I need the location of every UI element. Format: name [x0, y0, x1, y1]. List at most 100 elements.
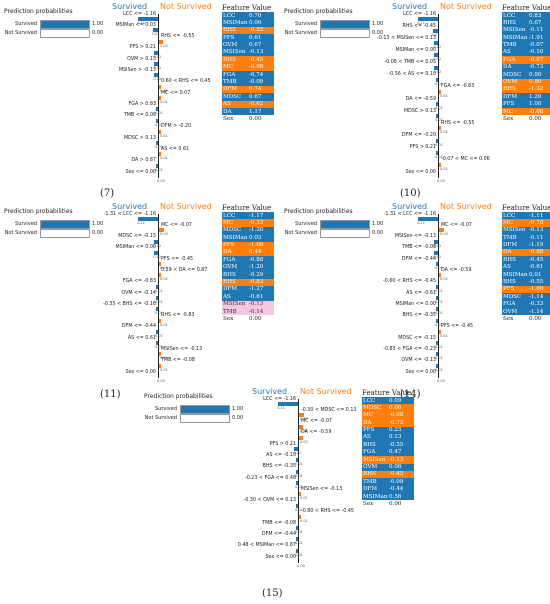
- prob-bar-track-not-survived: [320, 29, 370, 38]
- condition-label: FGA <= -0.83: [122, 279, 156, 285]
- value-header: Value: [251, 4, 272, 12]
- table-row: LCC -1.11: [502, 212, 550, 220]
- value-cell: -0.13: [249, 49, 264, 56]
- feature-cell: MSIMan: [503, 34, 528, 41]
- feature-cell: MSISen: [503, 227, 526, 234]
- value-cell: 0.06: [389, 464, 402, 471]
- table-row: FGA -0.74: [222, 71, 274, 79]
- value-cell: -1.14: [529, 293, 544, 300]
- table-row: MSIMan -1.91: [502, 34, 550, 42]
- condition-label: BHS <= -0.35: [262, 464, 296, 470]
- feature-cell: MC: [223, 219, 234, 226]
- table-row: MSISen -0.13: [362, 456, 414, 464]
- value-cell: -0.73: [529, 64, 544, 71]
- feature-cell: OVM: [223, 42, 238, 49]
- feature-value-header: Feature Value: [222, 4, 274, 12]
- feature-cell: DFM: [363, 486, 378, 493]
- feature-cell: Sex: [363, 500, 374, 507]
- weight-bar: [156, 296, 158, 300]
- value-cell: -1.20: [249, 227, 264, 234]
- feature-cell: PFS: [223, 242, 235, 249]
- table-row: TMB -0.14: [222, 308, 274, 316]
- weight-bar: [159, 363, 161, 368]
- condition-label: MSISen <= -0.13: [301, 486, 343, 492]
- weight-value: 0.03: [440, 232, 448, 237]
- weight-value: 0.01: [160, 100, 168, 104]
- weight-value: 0.02: [153, 66, 162, 71]
- prob-bar-survived: [181, 406, 229, 413]
- feature-cell: AS: [363, 434, 371, 441]
- feature-value-table: Feature Value LCC 0.09 MDSC 0.06 MC -0.08 DA -0.…: [362, 389, 414, 508]
- weight-value: 0.02: [153, 243, 162, 248]
- feature-cell: AS: [503, 49, 511, 56]
- value-cell: 0.00: [249, 19, 262, 26]
- table-row: LCC 0.83: [502, 12, 550, 20]
- feature-cell: DFM: [503, 93, 518, 100]
- feature-cell: BHS: [363, 441, 376, 448]
- weight-value: 0.01: [440, 333, 448, 338]
- weight-bar: [299, 492, 301, 497]
- table-row: RHS 0.67: [502, 19, 550, 27]
- weight-bar: [159, 129, 161, 134]
- condition-label: -1.31 < LCC <= -1.16: [103, 211, 156, 217]
- feature-cell: LCC: [223, 212, 236, 219]
- panel-caption: (11): [100, 389, 121, 400]
- survived-header: Survived: [392, 2, 428, 11]
- prob-value-not-survived: 0.00: [372, 30, 384, 36]
- condition-label: LCC <= -1.16: [263, 396, 296, 402]
- value-cell: -0.70: [529, 219, 544, 226]
- weight-value: 0.01: [435, 81, 443, 86]
- weight-bar: [154, 50, 158, 55]
- table-row: TMB -0.09: [222, 78, 274, 86]
- feature-header: Feature: [222, 204, 250, 212]
- feature-cell: MC: [503, 219, 514, 226]
- weight-bar: [156, 141, 158, 146]
- feature-cell: DFM: [223, 286, 238, 293]
- table-row: MSISen -0.13: [222, 300, 274, 309]
- feature-cell: MSISen: [503, 27, 526, 34]
- value-cell: -0.29: [249, 271, 264, 278]
- weight-bar: [439, 162, 441, 167]
- condition-label: OVM <= -0.14: [121, 290, 156, 296]
- weight-value: 0.11: [417, 221, 425, 225]
- table-row: FGA 0.47: [362, 448, 414, 457]
- table-row: TMB -0.11: [502, 234, 550, 242]
- prob-bar-survived: [321, 221, 369, 228]
- weight-bar: [159, 262, 161, 267]
- table-row: MDSC -1.14: [502, 293, 550, 301]
- weight-value: 0.03: [151, 32, 160, 37]
- prob-bar-survived: [321, 21, 369, 28]
- weight-bar: [299, 514, 301, 519]
- condition-label: MSIMan <= 0.00: [395, 301, 437, 307]
- value-cell: -0.45: [529, 256, 544, 263]
- value-cell: -1.20: [249, 264, 264, 271]
- value-cell: -0.13: [389, 456, 404, 463]
- feature-cell: MSIMan: [363, 493, 388, 500]
- survived-header: Survived: [392, 202, 428, 211]
- value-cell: 0.67: [529, 19, 542, 26]
- value-cell: 0.06: [389, 404, 402, 411]
- weight-value: 0.01: [160, 322, 168, 327]
- condition-label: -0.80 < RHS <= -0.45: [301, 509, 354, 515]
- prob-bar-track-survived: [320, 20, 370, 29]
- table-row: OVM 0.67: [222, 41, 274, 49]
- value-cell: -0.10: [529, 49, 544, 56]
- weight-bar: [156, 307, 158, 312]
- value-cell: -1.14: [529, 308, 544, 315]
- condition-label: PFS <= -0.45: [441, 324, 474, 330]
- prob-bar-survived: [41, 221, 89, 228]
- weight-value: 0.01: [435, 300, 443, 304]
- not-survived-header: Not Survived: [160, 202, 212, 211]
- weight-bar: [439, 329, 441, 334]
- weight-bar: [154, 250, 158, 255]
- lime-axis: [438, 14, 439, 178]
- prediction-probabilities-title: Prediction probabilities: [4, 208, 73, 215]
- value-cell: -0.08: [249, 64, 264, 71]
- condition-label: TMB <= -0.08: [161, 358, 195, 364]
- weight-value: 0.01: [435, 142, 443, 147]
- feature-cell: Sex: [503, 115, 514, 122]
- lime-panel: Prediction probabilities Survived 1.00 Not …: [0, 200, 275, 390]
- lime-axis: [158, 214, 159, 378]
- table-row: AS 0.13: [362, 433, 414, 442]
- condition-label: Sex <= 0.00: [265, 554, 296, 560]
